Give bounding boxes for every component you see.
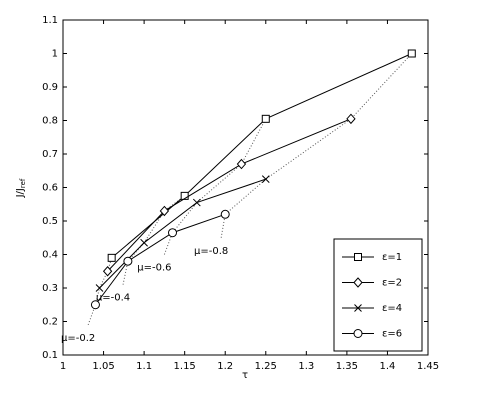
y-tick-label: 0.8 (42, 116, 58, 127)
series-line (107, 118, 352, 272)
marker (261, 114, 270, 123)
legend-marker (353, 329, 363, 338)
y-tick-label: 0.9 (42, 82, 58, 93)
y-tick-label: 0.4 (42, 250, 58, 261)
series-line (95, 213, 226, 306)
y-tick-label: 0.1 (42, 350, 58, 361)
marker (123, 256, 133, 266)
marker (180, 191, 189, 200)
marker (90, 300, 100, 310)
legend-label: ε=6 (382, 329, 402, 340)
legend-label: ε=4 (382, 303, 402, 314)
x-tick-label: 1.2 (217, 361, 233, 372)
plot-frame (62, 19, 429, 356)
marker (220, 209, 230, 219)
guide-line (220, 53, 413, 238)
y-tick-label: 0.2 (42, 317, 58, 328)
x-tick-label: 1.1 (136, 361, 152, 372)
marker (346, 113, 356, 125)
x-tick-label: 1.15 (174, 361, 196, 372)
marker (168, 228, 177, 238)
x-tick-label: 1 (60, 361, 66, 372)
x-tick-label: 1.25 (255, 361, 277, 372)
marker (261, 175, 270, 183)
y-axis-label-main: J/J (15, 188, 26, 198)
guide-label: μ=-0.2 (61, 333, 95, 344)
legend-marker (354, 304, 362, 312)
y-tick-label: 0.3 (42, 283, 58, 294)
marker (407, 49, 416, 58)
y-tick-label: 1 (52, 49, 58, 60)
legend-marker (354, 253, 362, 261)
marker (107, 253, 116, 262)
y-axis-label: J/Jref (15, 178, 27, 198)
series-line (99, 178, 266, 289)
y-tick-label: 0.7 (42, 149, 58, 160)
guide-label: μ=-0.6 (137, 263, 171, 274)
legend-label: ε=2 (382, 278, 402, 289)
series-line (111, 53, 412, 259)
x-tick-label: 1.4 (379, 361, 395, 372)
y-tick-label: 1.1 (42, 15, 58, 26)
x-axis-label: τ (242, 370, 248, 381)
guide-label: μ=-0.4 (96, 293, 130, 304)
x-tick-label: 1.05 (92, 361, 114, 372)
marker (102, 265, 113, 277)
legend-box (333, 238, 423, 352)
guide-label: μ=-0.8 (194, 246, 228, 257)
y-tick-label: 0.6 (42, 183, 58, 194)
legend-label: ε=1 (382, 252, 402, 263)
marker (236, 158, 247, 170)
y-tick-label: 0.5 (42, 216, 58, 227)
marker (159, 205, 170, 217)
guide-line (163, 118, 267, 255)
x-tick-label: 1.35 (336, 361, 358, 372)
x-tick-label: 1.3 (298, 361, 314, 372)
legend-marker (353, 277, 363, 288)
marker (95, 284, 104, 292)
x-tick-label: 1.45 (417, 361, 439, 372)
y-axis-label-sub: ref (19, 178, 27, 188)
marker (192, 198, 201, 207)
marker (140, 238, 148, 247)
